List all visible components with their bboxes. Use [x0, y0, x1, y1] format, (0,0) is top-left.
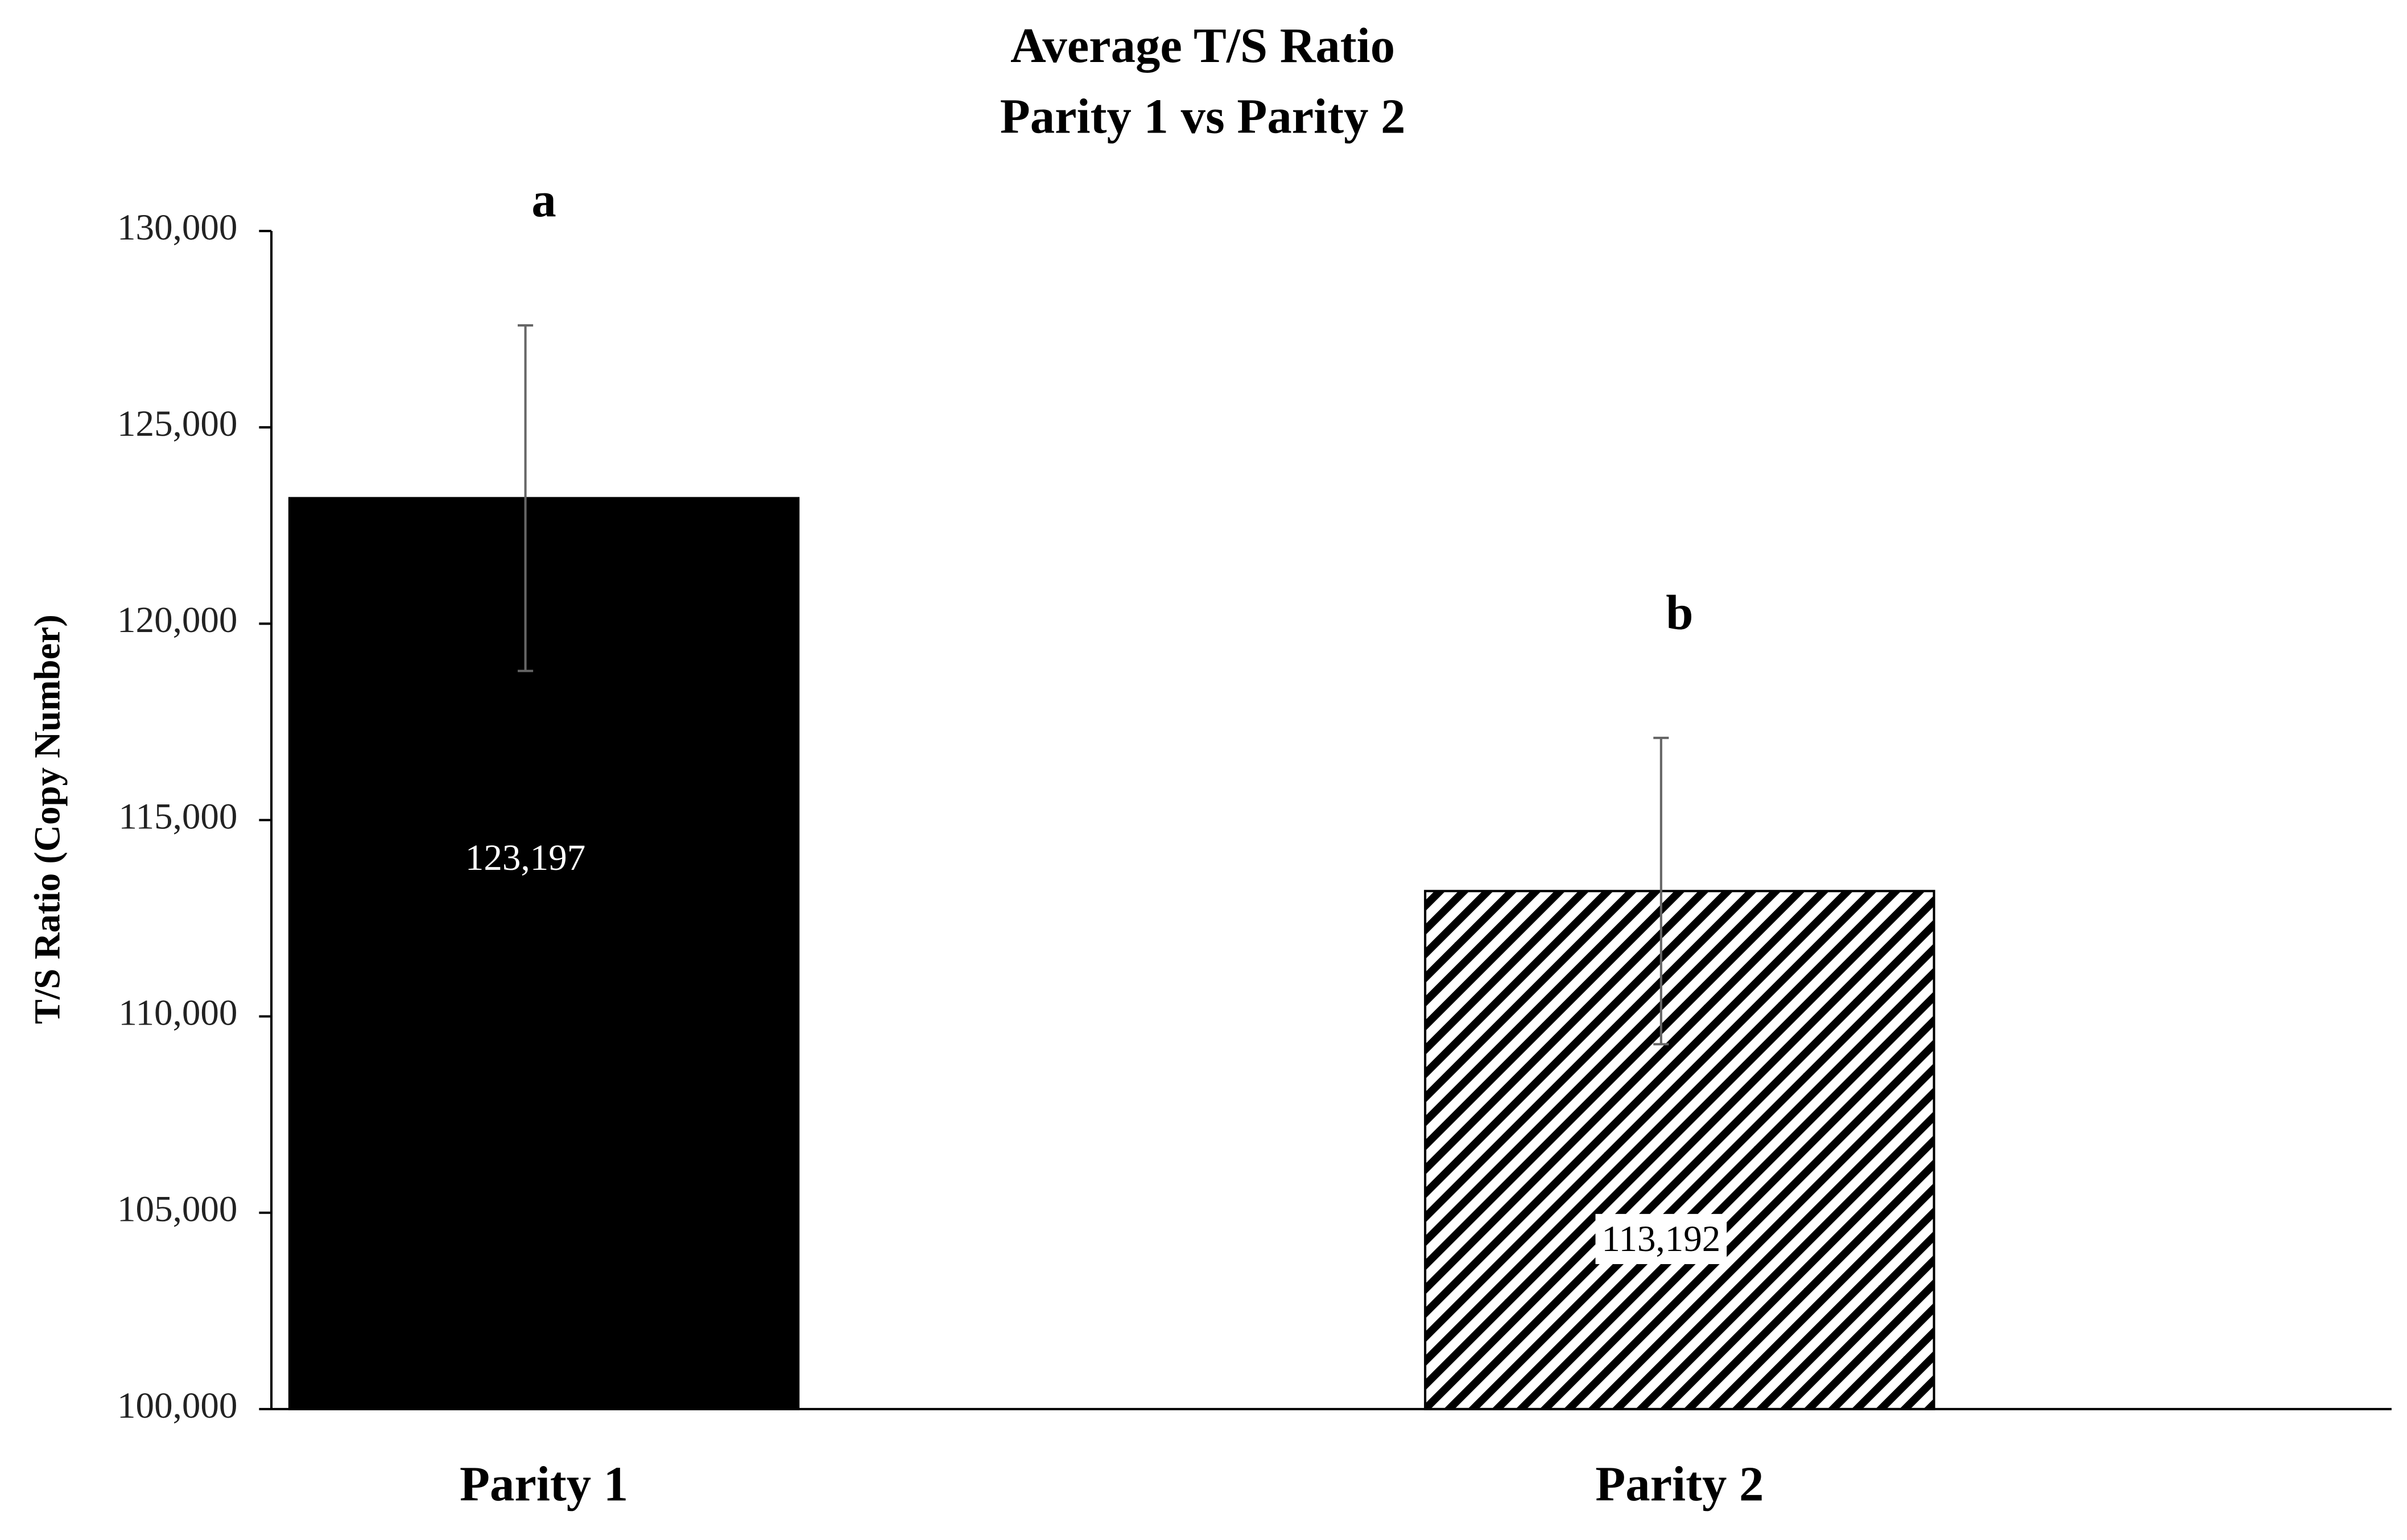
value-label-background — [1595, 1213, 1727, 1265]
y-tick-label: 105,000 — [117, 1189, 237, 1230]
bar — [288, 497, 800, 1410]
chart-title: Average T/S Ratio — [1010, 18, 1395, 73]
annotation: b — [1666, 585, 1693, 640]
value-label: 113,192 — [1601, 1219, 1720, 1260]
y-tick-label: 120,000 — [117, 600, 237, 641]
y-tick-label: 130,000 — [117, 207, 237, 248]
y-tick-label: 115,000 — [118, 796, 237, 837]
annotation: a — [531, 173, 556, 228]
y-tick-label: 110,000 — [118, 993, 237, 1034]
x-tick-label: Parity 1 — [460, 1457, 628, 1512]
value-label: 123,197 — [465, 837, 585, 878]
chart-subtitle: Parity 1 vs Parity 2 — [1000, 89, 1406, 144]
x-tick-label: Parity 2 — [1595, 1457, 1764, 1512]
y-axis-label: T/S Ratio (Copy Number) — [27, 614, 68, 1024]
bar — [1424, 890, 1935, 1410]
y-tick-label: 125,000 — [117, 403, 237, 444]
y-tick-label: 100,000 — [117, 1385, 237, 1426]
